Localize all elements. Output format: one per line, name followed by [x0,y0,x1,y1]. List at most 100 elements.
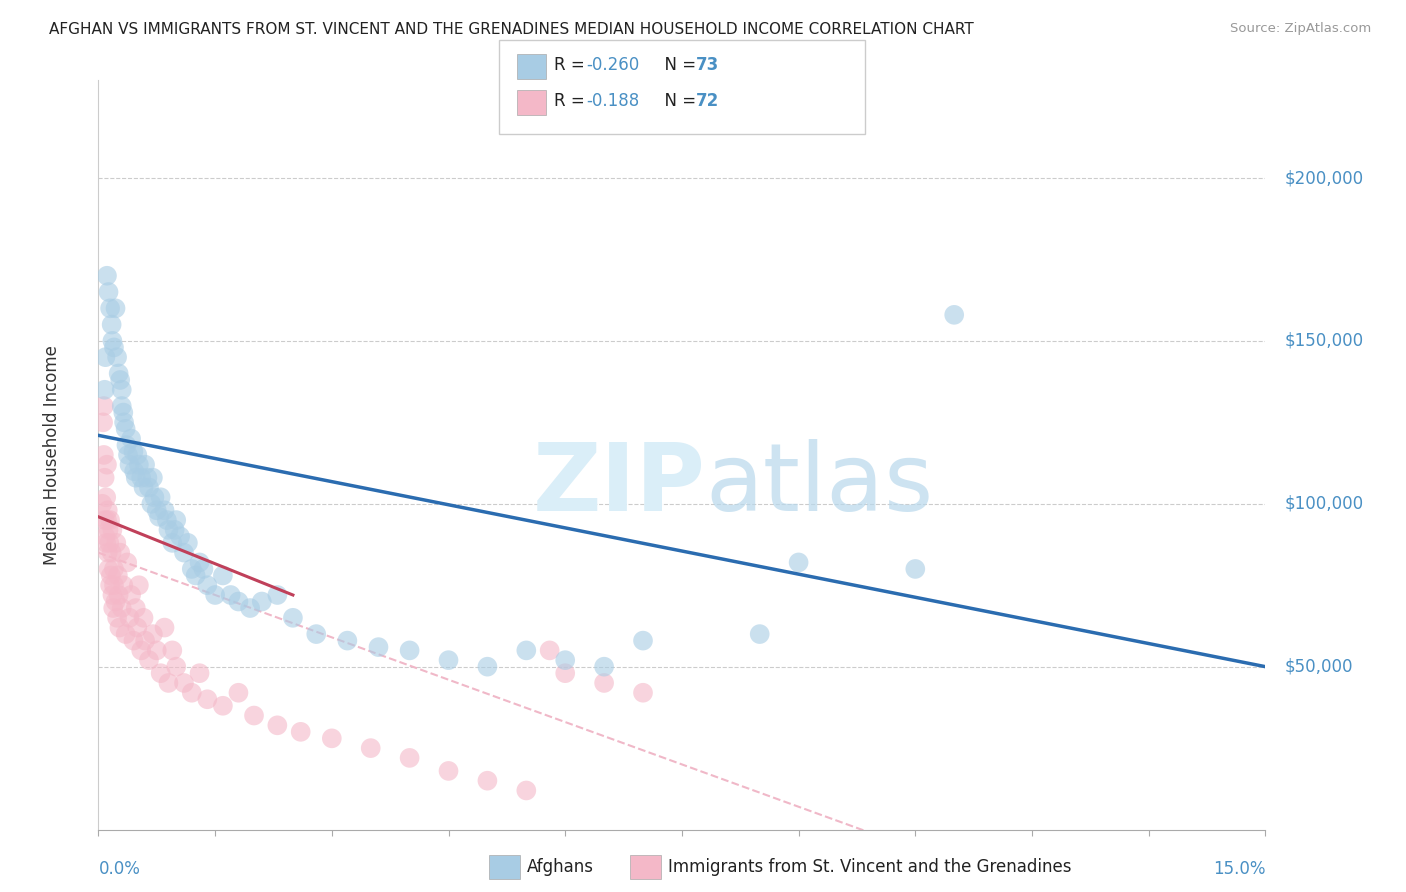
Text: $150,000: $150,000 [1285,332,1364,350]
Point [142,471,165,485]
Point [115,438,138,452]
Point [93,399,115,413]
Point [91,497,114,511]
Point [105,536,128,550]
Text: ZIP: ZIP [533,439,706,531]
Point [153,621,176,635]
Point [96,268,118,283]
Point [437,653,460,667]
Point [127,448,149,462]
Text: Source: ZipAtlas.com: Source: ZipAtlas.com [1230,22,1371,36]
Point [943,308,966,322]
Point [593,659,616,673]
Point [141,497,163,511]
Point [321,731,343,746]
Point [103,578,125,592]
Point [195,692,218,706]
Point [112,578,135,592]
Point [138,481,160,495]
Point [477,659,499,673]
Point [96,458,118,472]
Point [108,621,131,635]
Point [243,708,266,723]
Point [142,627,165,641]
Point [437,764,460,778]
Point [173,546,195,560]
Point [134,633,156,648]
Point [107,588,129,602]
Point [122,444,145,458]
Point [143,490,166,504]
Point [157,523,180,537]
Point [120,432,142,446]
Point [193,562,215,576]
Point [97,546,120,560]
Point [748,627,770,641]
Point [169,529,191,543]
Point [128,578,150,592]
Point [188,556,211,570]
Point [250,594,273,608]
Point [239,601,262,615]
Point [101,334,124,348]
Point [132,611,155,625]
Point [93,513,115,527]
Point [105,611,128,625]
Point [212,698,235,713]
Text: $50,000: $50,000 [1285,657,1354,675]
Point [787,556,810,570]
Point [157,676,180,690]
Point [122,633,145,648]
Point [398,751,420,765]
Point [228,594,250,608]
Text: R =: R = [554,92,591,110]
Point [115,556,138,570]
Point [180,562,202,576]
Point [96,490,118,504]
Point [111,601,134,615]
Point [266,718,288,732]
Point [281,611,304,625]
Point [114,627,136,641]
Point [188,666,211,681]
Point [538,643,561,657]
Point [100,568,122,582]
Point [515,643,537,657]
Point [96,536,118,550]
Point [136,471,159,485]
Point [101,588,124,602]
Text: N =: N = [654,92,702,110]
Point [91,415,114,429]
Point [149,490,172,504]
Point [97,285,120,299]
Text: $200,000: $200,000 [1285,169,1364,187]
Point [93,448,115,462]
Point [305,627,328,641]
Text: atlas: atlas [706,439,934,531]
Point [103,562,125,576]
Point [132,481,155,495]
Point [112,406,135,420]
Point [107,367,129,381]
Text: AFGHAN VS IMMIGRANTS FROM ST. VINCENT AND THE GRENADINES MEDIAN HOUSEHOLD INCOME: AFGHAN VS IMMIGRANTS FROM ST. VINCENT AN… [49,22,974,37]
Point [118,611,141,625]
Point [98,513,121,527]
Point [104,301,127,316]
Point [111,383,134,397]
Point [129,471,152,485]
Point [266,588,288,602]
Point [165,659,187,673]
Point [290,724,312,739]
Point [138,653,160,667]
Point [118,458,141,472]
Point [98,578,121,592]
Point [127,621,149,635]
Point [120,588,142,602]
Point [367,640,389,654]
Point [97,503,120,517]
Point [134,458,156,472]
Point [104,594,127,608]
Point [125,471,148,485]
Text: R =: R = [554,56,591,74]
Text: 73: 73 [696,56,720,74]
